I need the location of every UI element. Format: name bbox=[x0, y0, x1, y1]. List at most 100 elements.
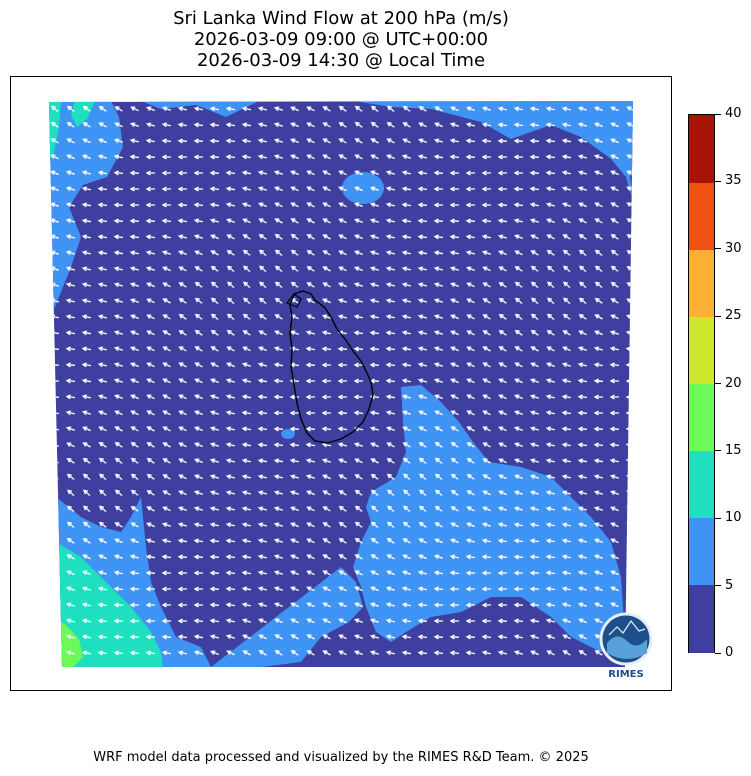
wind-arrow bbox=[210, 281, 219, 289]
wind-arrow bbox=[369, 410, 380, 416]
wind-arrow bbox=[594, 618, 603, 624]
wind-arrow bbox=[449, 250, 460, 256]
wind-arrow bbox=[529, 538, 540, 544]
wind-arrow bbox=[545, 474, 556, 480]
wind-arrow bbox=[354, 218, 363, 224]
colorbar-tick bbox=[715, 383, 721, 384]
wind-arrow bbox=[241, 186, 252, 192]
wind-arrow bbox=[194, 474, 203, 480]
wind-arrow bbox=[609, 474, 619, 480]
wind-arrow bbox=[418, 521, 427, 528]
wind-arrow bbox=[242, 234, 251, 240]
wind-arrow bbox=[433, 282, 443, 288]
wind-arrow bbox=[481, 202, 492, 208]
wind-arrow bbox=[481, 250, 492, 256]
wind-arrow bbox=[145, 202, 155, 208]
wind-arrow bbox=[498, 266, 507, 272]
wind-arrow bbox=[354, 138, 363, 144]
wind-arrow bbox=[273, 426, 284, 432]
wind-arrow bbox=[338, 490, 347, 496]
wind-arrow bbox=[257, 522, 268, 528]
wind-arrow bbox=[610, 554, 619, 560]
wind-arrow bbox=[306, 170, 315, 176]
wind-arrow bbox=[209, 106, 220, 112]
wind-arrow bbox=[337, 314, 348, 320]
wind-arrow bbox=[113, 154, 124, 160]
wind-arrow bbox=[82, 457, 91, 464]
wind-arrow bbox=[242, 650, 251, 656]
wind-arrow bbox=[129, 186, 139, 192]
wind-arrow bbox=[209, 618, 220, 624]
wind-arrow bbox=[178, 298, 187, 304]
wind-arrow bbox=[482, 298, 491, 304]
wind-arrow bbox=[497, 586, 508, 592]
wind-arrow bbox=[225, 394, 236, 400]
wind-arrow bbox=[162, 314, 171, 320]
wind-arrow bbox=[514, 442, 523, 448]
wind-arrow bbox=[97, 314, 108, 320]
wind-arrow bbox=[210, 297, 219, 305]
wind-arrow bbox=[273, 154, 283, 160]
wind-arrow bbox=[226, 281, 235, 289]
wind-arrow bbox=[594, 233, 603, 240]
wind-arrow bbox=[82, 442, 91, 448]
wind-arrow bbox=[385, 330, 396, 336]
wind-arrow bbox=[81, 602, 92, 608]
wind-arrow bbox=[497, 154, 507, 160]
wind-arrow bbox=[386, 105, 395, 113]
wind-arrow bbox=[418, 442, 427, 448]
wind-arrow bbox=[386, 154, 395, 160]
wind-arrow bbox=[274, 233, 283, 240]
wind-arrow bbox=[418, 426, 427, 432]
wind-arrow bbox=[225, 506, 236, 512]
wind-arrow bbox=[193, 602, 204, 608]
wind-arrow bbox=[129, 282, 140, 288]
wind-arrow bbox=[225, 618, 236, 624]
wind-arrow bbox=[417, 186, 428, 192]
wind-arrow bbox=[593, 570, 604, 576]
wind-arrow bbox=[290, 186, 299, 192]
wind-arrow bbox=[433, 378, 444, 384]
wind-arrow bbox=[146, 522, 155, 528]
wind-arrow bbox=[593, 362, 603, 368]
wind-arrow bbox=[289, 442, 300, 448]
wind-arrow bbox=[513, 106, 524, 112]
wind-arrow bbox=[178, 426, 187, 432]
wind-arrow bbox=[562, 234, 571, 240]
wind-arrow bbox=[594, 297, 603, 304]
wind-arrow bbox=[49, 634, 60, 640]
wind-arrow bbox=[417, 266, 428, 272]
wind-arrow bbox=[113, 298, 123, 304]
wind-arrow bbox=[529, 138, 540, 144]
wind-arrow bbox=[258, 330, 267, 336]
wind-arrow bbox=[177, 570, 187, 576]
sri-lanka-coastline bbox=[289, 290, 374, 444]
wind-arrow bbox=[162, 330, 171, 336]
wind-arrow bbox=[449, 538, 460, 544]
wind-arrow bbox=[65, 282, 76, 288]
wind-arrow bbox=[561, 554, 572, 560]
wind-arrow bbox=[593, 122, 604, 128]
wind-arrow bbox=[290, 506, 299, 512]
wind-arrow bbox=[290, 154, 299, 160]
wind-arrow bbox=[497, 618, 508, 624]
wind-arrow bbox=[130, 298, 139, 304]
wind-arrow bbox=[114, 426, 123, 432]
wind-arrow bbox=[50, 105, 59, 113]
wind-arrow bbox=[369, 618, 379, 624]
wind-arrow bbox=[385, 282, 396, 288]
colorbar-tick-label: 30 bbox=[725, 240, 742, 256]
wind-arrow bbox=[449, 570, 460, 576]
wind-arrow bbox=[178, 282, 187, 288]
wind-arrow bbox=[626, 138, 633, 144]
wind-arrow bbox=[145, 650, 156, 656]
wind-arrow bbox=[322, 122, 331, 128]
wind-arrow bbox=[370, 489, 379, 497]
wind-arrow bbox=[450, 362, 459, 368]
wind-arrow bbox=[561, 202, 572, 208]
wind-arrow bbox=[145, 602, 156, 608]
wind-arrow bbox=[369, 650, 379, 656]
wind-arrow bbox=[578, 265, 587, 273]
wind-arrow bbox=[305, 394, 316, 400]
wind-arrow bbox=[209, 602, 220, 608]
